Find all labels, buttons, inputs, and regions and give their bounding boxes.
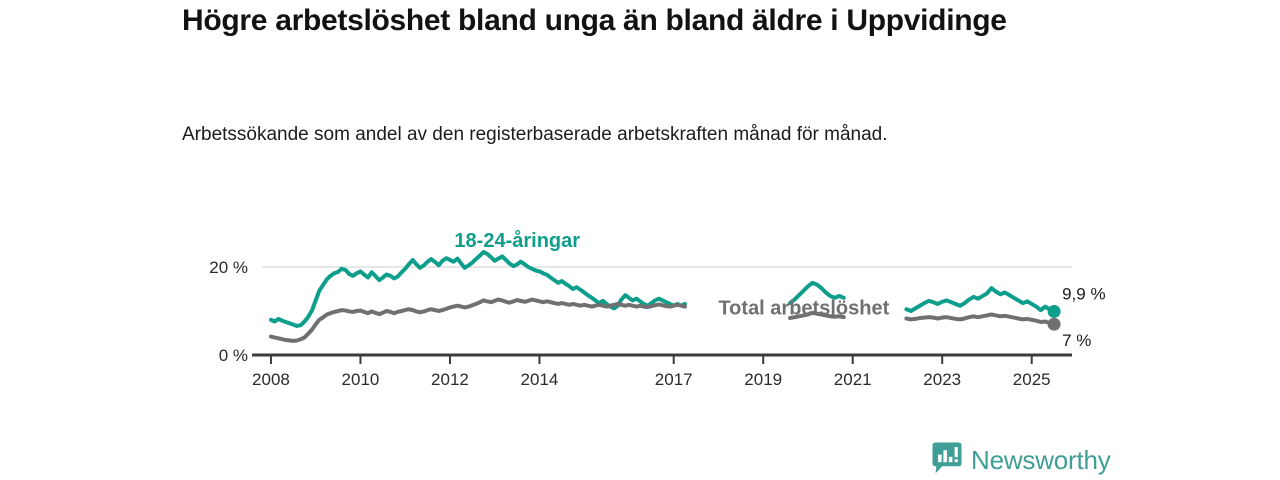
x-tick-label: 2012 xyxy=(431,370,469,389)
x-tick-label: 2021 xyxy=(834,370,872,389)
y-tick-label: 20 % xyxy=(209,258,248,277)
page-title: Högre arbetslöshet bland unga än bland ä… xyxy=(182,4,1007,37)
series-end-labels: 9,9 % 7 % xyxy=(1062,284,1105,350)
series-lines xyxy=(268,250,1057,343)
series-line xyxy=(788,310,846,321)
speech-bubble-bar-chart-icon xyxy=(932,442,962,479)
chart-container: 0 % 20 % 2008 2010 2012 2014 2017 2019 2021 2023… xyxy=(0,200,1280,400)
series-line xyxy=(268,250,687,328)
series-inline-labels: 18-24-åringar Total arbetslöshet xyxy=(454,229,889,319)
x-axis-ticks xyxy=(269,355,1033,364)
y-axis-labels: 0 % 20 % xyxy=(209,258,248,365)
series-line xyxy=(904,312,1057,327)
x-tick-label: 2017 xyxy=(655,370,693,389)
x-tick-label: 2023 xyxy=(923,370,961,389)
series-endpoints xyxy=(1047,304,1061,331)
series-end-dot xyxy=(1047,304,1061,318)
x-axis-labels: 2008 2010 2012 2014 2017 2019 2021 2023 2025 xyxy=(252,370,1051,389)
page-subtitle: Arbetssökande som andel av den registerb… xyxy=(182,124,888,145)
x-tick-label: 2019 xyxy=(744,370,782,389)
series-end-value-label: 9,9 % xyxy=(1062,284,1105,303)
series-label: Total arbetslöshet xyxy=(718,298,889,320)
x-tick-label: 2025 xyxy=(1013,370,1051,389)
series-end-value-label: 7 % xyxy=(1062,331,1091,350)
series-end-dot xyxy=(1047,317,1061,331)
x-tick-label: 2014 xyxy=(521,370,559,389)
line-chart: 0 % 20 % 2008 2010 2012 2014 2017 2019 2021 2023… xyxy=(209,229,1105,389)
series-line xyxy=(268,297,687,343)
x-tick-label: 2008 xyxy=(252,370,290,389)
series-line xyxy=(788,280,846,306)
series-line xyxy=(904,286,1057,314)
y-tick-label: 0 % xyxy=(219,346,248,365)
logo-wordmark: Newsworthy xyxy=(971,444,1111,475)
x-tick-label: 2010 xyxy=(342,370,380,389)
series-label: 18-24-åringar xyxy=(454,229,580,252)
newsworthy-logo: Newsworthy xyxy=(932,440,1111,480)
